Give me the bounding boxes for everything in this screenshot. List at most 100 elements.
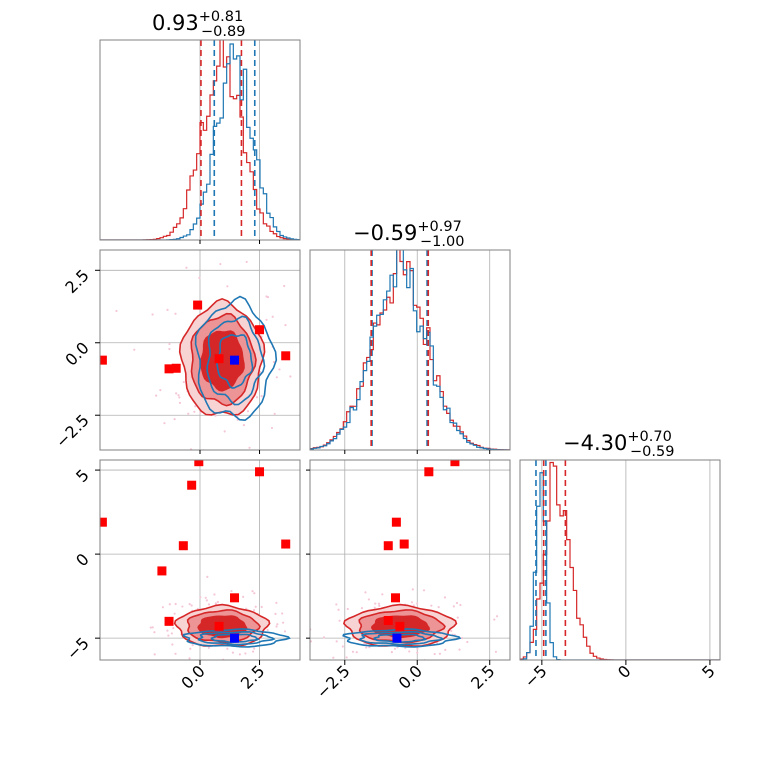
sample-point — [275, 601, 278, 604]
sample-point — [458, 648, 461, 651]
sample-point — [182, 380, 185, 384]
sample-point — [178, 396, 181, 399]
sample-point — [450, 629, 453, 633]
marker-red — [164, 616, 174, 626]
sample-point — [402, 662, 404, 664]
marker-blue — [230, 633, 240, 643]
sample-point — [168, 603, 171, 606]
marker-red — [178, 541, 188, 551]
sample-point — [166, 629, 169, 632]
sample-point — [115, 309, 118, 313]
sample-point — [252, 609, 256, 612]
histogram-param-0 — [99, 39, 301, 241]
sample-point — [416, 651, 419, 654]
marker-red — [193, 300, 203, 310]
sample-point — [207, 603, 211, 606]
sample-point — [341, 645, 344, 648]
sample-point — [188, 657, 191, 660]
x-tick-label: 0 — [614, 661, 635, 682]
sample-point — [373, 606, 376, 609]
sample-point — [265, 318, 268, 321]
sample-point — [170, 632, 173, 635]
x-tick-label: 2.5 — [237, 661, 268, 692]
sample-point — [456, 616, 459, 619]
sample-point — [276, 623, 279, 626]
sample-point — [345, 656, 348, 659]
sample-point — [374, 602, 377, 605]
title-1-plus: +0.97 — [417, 219, 461, 235]
sample-point — [272, 360, 276, 364]
title-0-plus: +0.81 — [199, 9, 243, 25]
sample-point — [188, 603, 191, 606]
sample-point — [452, 605, 455, 608]
sample-point — [260, 605, 263, 609]
y-tick-label: −5 — [63, 634, 93, 664]
sample-point — [133, 348, 136, 351]
sample-point — [178, 401, 182, 404]
sample-point — [360, 607, 364, 610]
sample-point — [335, 603, 338, 606]
sample-point — [208, 665, 210, 667]
sample-point — [444, 648, 447, 651]
y-tick-label: 5 — [72, 465, 93, 486]
sample-point — [378, 604, 381, 607]
sample-point — [242, 424, 246, 427]
sample-point — [252, 650, 255, 653]
sample-point — [410, 601, 414, 604]
title-param-1: −0.59+0.97 — [353, 219, 462, 245]
x-tick-label: 0.0 — [177, 661, 208, 692]
sample-point — [151, 626, 154, 629]
sample-point — [297, 664, 299, 666]
sample-point — [390, 650, 393, 654]
sample-point — [214, 414, 217, 417]
sample-point — [175, 392, 178, 395]
y-tick-label: 0.0 — [61, 338, 92, 369]
y-tick-label: 0 — [72, 550, 93, 571]
sample-point — [198, 276, 201, 279]
marker-red — [100, 355, 107, 365]
sample-point — [273, 412, 276, 415]
marker-red — [391, 593, 401, 603]
sample-point — [177, 394, 180, 397]
marker-red — [450, 460, 460, 467]
marker-red — [281, 539, 291, 549]
marker-red — [383, 541, 393, 551]
marker-red — [164, 364, 174, 374]
x-tick-label: 0.0 — [395, 661, 426, 692]
sample-point — [274, 612, 277, 616]
x-tick-label: 5 — [698, 661, 719, 682]
sample-point — [159, 389, 162, 392]
sample-point — [248, 446, 251, 449]
sample-point — [172, 627, 175, 630]
sample-point — [238, 653, 241, 656]
sample-point — [231, 651, 235, 654]
sample-point — [364, 591, 367, 594]
sample-point — [153, 653, 156, 656]
sample-point — [376, 686, 378, 688]
sample-point — [254, 605, 257, 608]
contour-blue-level-0 — [342, 628, 462, 648]
sample-point — [412, 604, 415, 607]
sample-point — [393, 647, 397, 650]
sample-point — [213, 593, 216, 596]
sample-point — [244, 652, 247, 655]
contour-blue-level-2 — [210, 633, 260, 643]
sample-point — [253, 647, 256, 650]
sample-point — [173, 418, 176, 421]
y-tick-label: −2.5 — [52, 411, 93, 452]
x-tick-label: −2.5 — [313, 661, 354, 702]
title-2-median: −4.30 — [563, 431, 627, 455]
sample-point — [191, 644, 194, 647]
sample-point — [151, 313, 154, 316]
title-0-median: 0.93 — [152, 11, 199, 35]
sample-point — [204, 596, 207, 599]
title-0-minus: −0.89 — [201, 24, 245, 40]
sample-point — [205, 599, 208, 602]
sample-point — [346, 607, 349, 611]
sample-point — [284, 610, 286, 612]
sample-point — [416, 647, 419, 650]
marker-red — [255, 325, 265, 335]
sample-point — [365, 646, 368, 649]
sample-point — [351, 650, 355, 653]
sample-point — [493, 618, 496, 621]
